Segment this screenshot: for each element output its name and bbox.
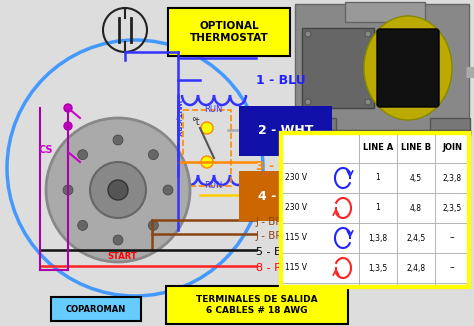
Text: --: -- — [449, 263, 455, 273]
Text: 2,4,5: 2,4,5 — [406, 233, 426, 243]
FancyBboxPatch shape — [377, 29, 439, 107]
Bar — [302, 28, 374, 108]
Circle shape — [365, 31, 371, 37]
Circle shape — [64, 166, 72, 174]
Text: RUN: RUN — [204, 181, 222, 189]
Circle shape — [365, 99, 371, 105]
Text: 1: 1 — [375, 203, 380, 213]
Bar — [296, 130, 470, 136]
Text: OPTIONAL
THERMOSTAT: OPTIONAL THERMOSTAT — [190, 21, 268, 43]
FancyBboxPatch shape — [166, 286, 348, 324]
Text: START: START — [107, 252, 137, 261]
Text: LINE A: LINE A — [363, 143, 393, 153]
Bar — [281, 133, 469, 287]
Text: 2,3,8: 2,3,8 — [442, 173, 462, 183]
Circle shape — [148, 220, 158, 230]
Text: CS: CS — [39, 145, 53, 155]
Circle shape — [46, 118, 190, 262]
Circle shape — [163, 185, 173, 195]
Ellipse shape — [364, 16, 452, 120]
Text: JOIN: JOIN — [442, 143, 462, 153]
Circle shape — [90, 162, 146, 218]
Text: 2,4,8: 2,4,8 — [406, 263, 426, 273]
Text: 1,3,8: 1,3,8 — [368, 233, 388, 243]
Text: COPAROMAN: COPAROMAN — [66, 304, 126, 314]
Bar — [345, 2, 425, 22]
Circle shape — [64, 122, 72, 130]
Text: 230 V: 230 V — [285, 173, 307, 183]
Bar — [295, 4, 469, 134]
Text: --: -- — [449, 233, 455, 243]
FancyBboxPatch shape — [168, 8, 290, 56]
Text: 1 - BLU: 1 - BLU — [256, 75, 306, 87]
Text: RUN: RUN — [204, 106, 222, 114]
Text: 5 - BLK: 5 - BLK — [256, 247, 295, 257]
Circle shape — [201, 156, 213, 168]
Text: LINE B: LINE B — [401, 143, 431, 153]
Text: 4 - YEL: 4 - YEL — [258, 189, 306, 202]
Circle shape — [63, 185, 73, 195]
Circle shape — [78, 150, 88, 160]
Circle shape — [305, 31, 311, 37]
Text: 8 - RED: 8 - RED — [256, 263, 297, 273]
Bar — [296, 118, 336, 134]
Text: 1,3,5: 1,3,5 — [368, 263, 388, 273]
Text: 4,5: 4,5 — [410, 173, 422, 183]
Text: 115 V: 115 V — [285, 233, 307, 243]
Circle shape — [108, 180, 128, 200]
Circle shape — [113, 235, 123, 245]
Text: °t: °t — [191, 117, 199, 127]
Circle shape — [78, 220, 88, 230]
Circle shape — [113, 135, 123, 145]
Text: 1: 1 — [375, 173, 380, 183]
Circle shape — [305, 99, 311, 105]
Text: 4,8: 4,8 — [410, 203, 422, 213]
Text: 3 - ORG: 3 - ORG — [256, 159, 309, 172]
Circle shape — [64, 148, 72, 156]
Text: J - BRN: J - BRN — [256, 217, 291, 227]
Text: 230 V: 230 V — [285, 203, 307, 213]
Text: 2,3,5: 2,3,5 — [442, 203, 462, 213]
Circle shape — [64, 104, 72, 112]
Circle shape — [148, 150, 158, 160]
Text: J - BRN: J - BRN — [256, 231, 291, 241]
Text: 115 V: 115 V — [285, 263, 307, 273]
Bar — [430, 118, 470, 134]
Bar — [281, 133, 469, 287]
Text: TERMINALES DE SALIDA
6 CABLES # 18 AWG: TERMINALES DE SALIDA 6 CABLES # 18 AWG — [196, 295, 318, 315]
Text: 2 - WHT: 2 - WHT — [258, 125, 313, 138]
Circle shape — [201, 122, 213, 134]
Text: WHT/GRY: WHT/GRY — [175, 100, 181, 136]
FancyBboxPatch shape — [51, 297, 141, 321]
